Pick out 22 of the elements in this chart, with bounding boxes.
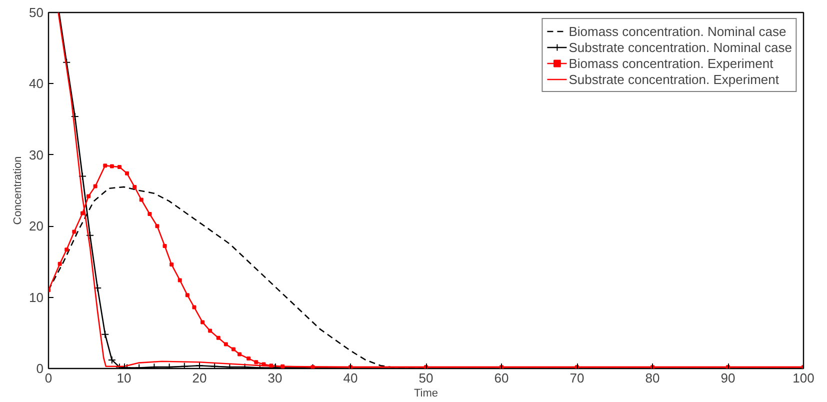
y-tick-label: 30	[29, 147, 44, 162]
y-tick-label: 20	[29, 218, 44, 234]
y-tick-label: 0	[36, 361, 44, 376]
x-tick-label: 70	[570, 370, 584, 386]
x-tick-label: 50	[418, 370, 434, 386]
legend-label: Biomass concentration. Experiment	[568, 55, 774, 71]
x-tick-label: 100	[792, 370, 814, 386]
y-tick-label: 40	[29, 76, 44, 92]
y-tick-label: 10	[29, 290, 44, 305]
x-tick-label: 30	[268, 370, 282, 386]
x-tick-label: 20	[192, 370, 207, 386]
legend-label: Substrate concentration. Nominal case	[568, 39, 792, 55]
x-tick-label: 40	[343, 370, 358, 386]
legend-label: Biomass concentration. Nominal case	[568, 23, 786, 39]
y-tick-label: 50	[29, 5, 44, 20]
x-tick-label: 60	[494, 370, 509, 386]
x-tick-label: 80	[645, 370, 660, 386]
y-axis-title: Concentration	[12, 156, 24, 225]
legend-label: Substrate concentration. Experiment	[568, 71, 779, 87]
x-axis-title: Time	[414, 388, 438, 400]
x-tick-label: 90	[720, 370, 736, 386]
x-tick-label: 10	[116, 370, 132, 386]
